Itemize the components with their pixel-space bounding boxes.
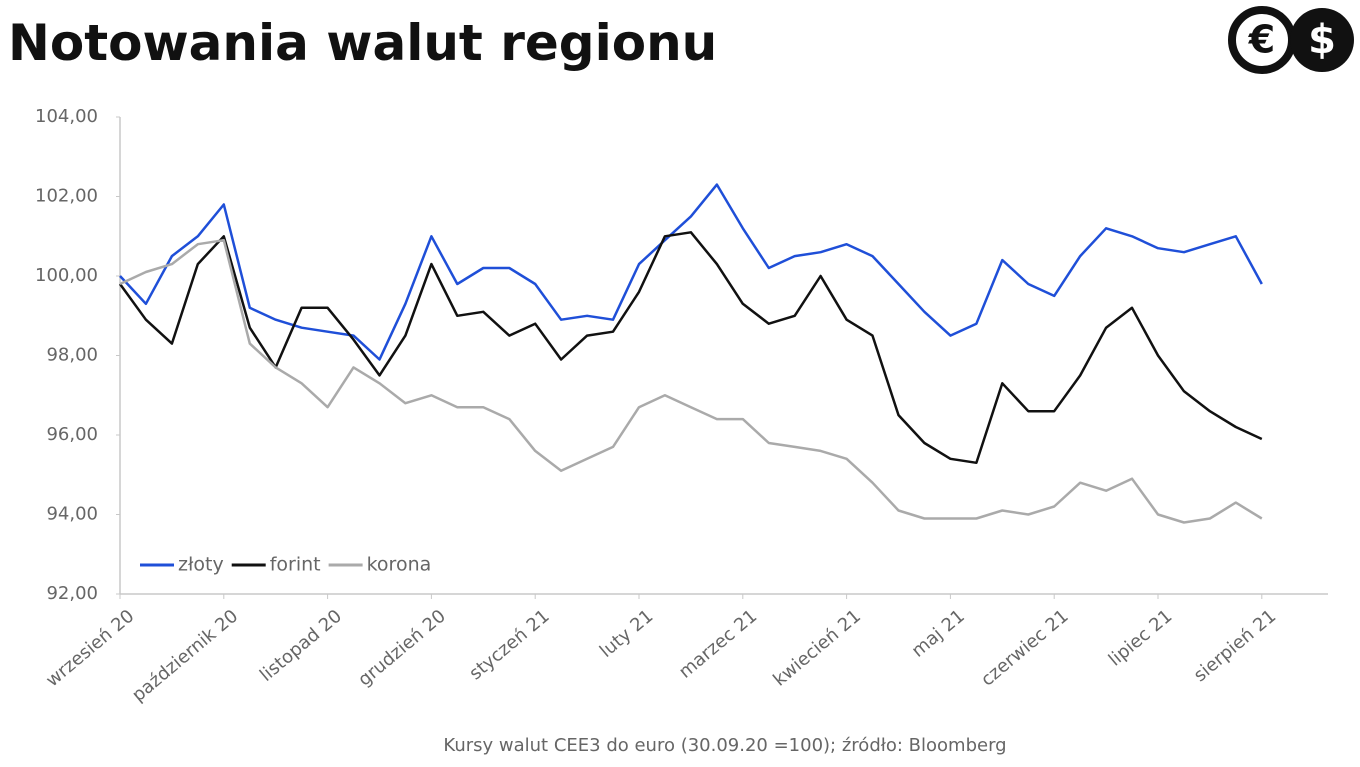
line-series (119, 183, 1263, 361)
y-tick-label: 94,00 (46, 504, 98, 525)
legend-label: korona (367, 554, 432, 576)
x-tick-label: wrzesień 20 (42, 606, 138, 692)
logo-symbol: $ (1308, 17, 1336, 63)
line-series (119, 238, 1263, 524)
x-tick-label: sierpień 21 (1190, 606, 1280, 687)
logo-symbol: € (1248, 18, 1275, 62)
line-series (118, 231, 1263, 465)
source-note: Kursy walut CEE3 do euro (30.09.20 =100)… (443, 735, 1006, 756)
logo-circle (1290, 8, 1354, 72)
chart-title: Notowania walut regionu (8, 14, 717, 72)
x-tick-label: październik 20 (128, 606, 242, 707)
y-tick-label: 100,00 (35, 265, 98, 286)
legend-label: złoty (178, 554, 224, 576)
x-tick-label: marzec 21 (675, 606, 761, 683)
y-tick-label: 96,00 (46, 424, 98, 445)
x-tick-label: maj 21 (908, 606, 969, 662)
x-tick-label: luty 21 (596, 606, 658, 662)
y-tick-label: 98,00 (46, 345, 98, 366)
y-tick-label: 102,00 (35, 186, 98, 207)
x-tick-label: grudzień 20 (354, 606, 450, 691)
y-tick-label: 92,00 (46, 583, 98, 604)
x-tick-label: czerwiec 21 (977, 606, 1073, 691)
x-tick-label: lipiec 21 (1105, 606, 1177, 671)
x-tick-label: listopad 20 (256, 606, 346, 686)
x-tick-label: styczeń 21 (465, 606, 553, 685)
legend-label: forint (270, 554, 321, 576)
x-tick-label: kwiecień 21 (769, 606, 865, 691)
y-tick-label: 104,00 (35, 106, 98, 127)
logo: € $ (1228, 6, 1354, 74)
